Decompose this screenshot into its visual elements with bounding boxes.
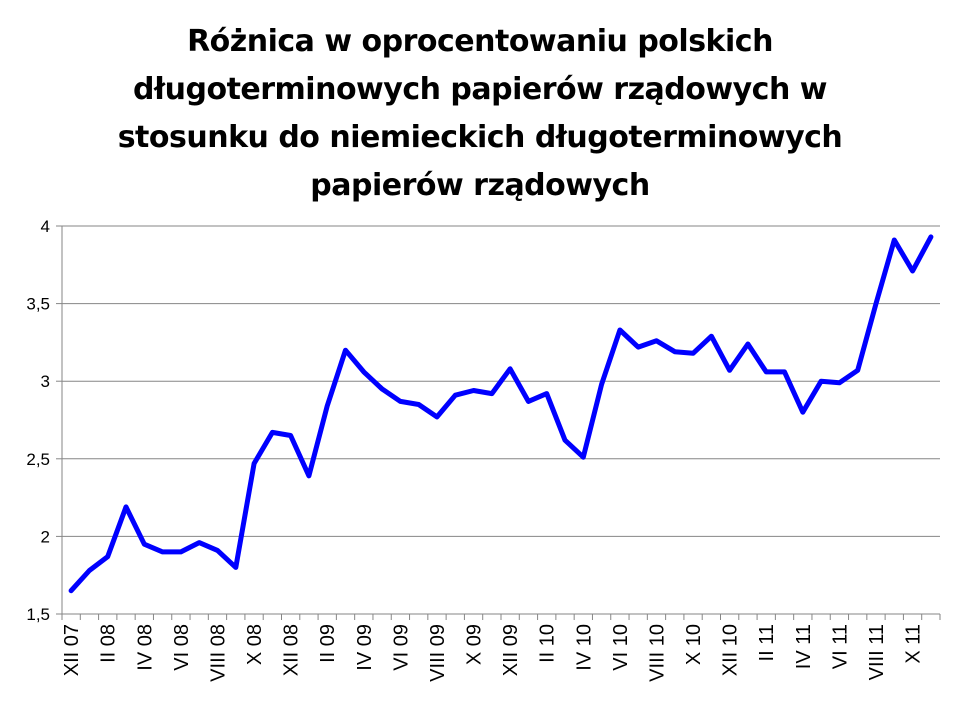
x-tick-label: X 11 [903, 624, 925, 664]
x-tick-label: IV 09 [354, 624, 376, 671]
y-tick-label: 1,5 [26, 605, 50, 624]
x-tick-label: II 11 [756, 624, 778, 661]
x-tick-label: VI 08 [171, 624, 193, 671]
x-tick-label: XII 09 [500, 624, 522, 676]
x-tick-label: VIII 09 [427, 624, 449, 682]
x-tick-label: II 09 [317, 624, 339, 663]
x-tick-label: IV 08 [134, 624, 156, 671]
x-tick-label: XII 08 [281, 624, 303, 676]
x-tick-label: X 09 [464, 624, 486, 665]
chart-title: Różnica w oprocentowaniu polskich długot… [117, 24, 843, 203]
y-tick-label: 3,5 [26, 295, 50, 314]
x-tick-label: VIII 08 [207, 624, 229, 682]
x-tick-label: X 08 [244, 624, 266, 665]
y-tick-label: 4 [41, 217, 50, 236]
axes [56, 225, 941, 620]
series-line [68, 234, 934, 594]
y-tick-label: 2,5 [26, 450, 50, 469]
x-tick-label: XII 10 [720, 624, 742, 676]
x-tick-label: VI 09 [390, 624, 412, 671]
x-tick-labels: XII 07 II 08 IV 08 VI 08 VIII 08 X 08 XII 08 II… [61, 624, 924, 682]
y-tick-label: 2 [41, 527, 50, 546]
x-tick-label: IV 10 [573, 624, 595, 671]
x-tick-label: VIII 10 [646, 624, 668, 682]
x-tick-label: XII 07 [61, 624, 83, 676]
y-tick-labels: 1,5 2 2,5 3 3,5 4 [26, 217, 50, 624]
y-tick-label: 3 [41, 372, 50, 391]
series-layer [68, 234, 934, 594]
x-tick-label: II 10 [537, 624, 559, 663]
x-tick-label: VI 11 [829, 624, 851, 669]
x-tick-label: VIII 11 [866, 624, 888, 680]
x-tick-label: II 08 [98, 624, 120, 663]
gridlines [62, 225, 940, 537]
x-tick-label: X 10 [683, 624, 705, 665]
x-tick-label: IV 11 [793, 624, 815, 669]
x-tick-label: VI 10 [610, 624, 632, 671]
